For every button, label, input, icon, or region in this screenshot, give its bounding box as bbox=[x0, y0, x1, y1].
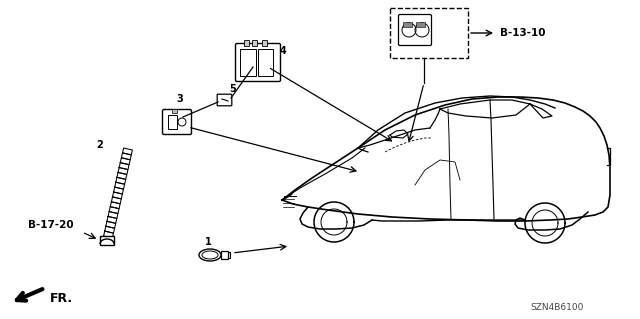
Bar bbox=[240, 49, 256, 76]
Text: 1: 1 bbox=[205, 237, 211, 247]
Polygon shape bbox=[110, 202, 120, 209]
Text: B-17-20: B-17-20 bbox=[28, 220, 74, 230]
Bar bbox=[172, 109, 177, 113]
Bar bbox=[403, 22, 412, 27]
Bar bbox=[416, 22, 425, 27]
FancyBboxPatch shape bbox=[399, 14, 431, 46]
Text: 5: 5 bbox=[230, 84, 236, 94]
Bar bbox=[252, 40, 257, 46]
Polygon shape bbox=[108, 211, 118, 219]
Polygon shape bbox=[114, 187, 124, 194]
Polygon shape bbox=[113, 192, 122, 199]
Polygon shape bbox=[109, 207, 119, 213]
Bar bbox=[390, 8, 468, 58]
FancyBboxPatch shape bbox=[236, 43, 280, 81]
Polygon shape bbox=[105, 226, 115, 233]
Bar bbox=[100, 236, 114, 245]
Bar bbox=[168, 115, 177, 129]
Text: 4: 4 bbox=[280, 46, 286, 56]
Polygon shape bbox=[116, 177, 125, 184]
Ellipse shape bbox=[199, 249, 221, 261]
Polygon shape bbox=[107, 217, 117, 223]
Text: FR.: FR. bbox=[50, 292, 73, 305]
FancyBboxPatch shape bbox=[217, 94, 232, 106]
Polygon shape bbox=[118, 167, 128, 174]
Polygon shape bbox=[115, 182, 125, 189]
Polygon shape bbox=[111, 197, 121, 204]
Polygon shape bbox=[122, 153, 131, 160]
Polygon shape bbox=[106, 221, 116, 228]
Polygon shape bbox=[117, 173, 127, 179]
Bar bbox=[262, 40, 267, 46]
Text: SZN4B6100: SZN4B6100 bbox=[530, 303, 584, 312]
Bar bbox=[221, 251, 228, 259]
Polygon shape bbox=[104, 231, 113, 238]
Text: B-13-10: B-13-10 bbox=[500, 28, 545, 38]
Polygon shape bbox=[120, 158, 130, 165]
Polygon shape bbox=[119, 163, 129, 170]
FancyBboxPatch shape bbox=[163, 109, 191, 135]
Text: 2: 2 bbox=[97, 140, 104, 150]
Bar bbox=[244, 40, 249, 46]
Bar bbox=[258, 49, 273, 76]
Polygon shape bbox=[122, 148, 132, 155]
Text: 3: 3 bbox=[177, 94, 184, 104]
